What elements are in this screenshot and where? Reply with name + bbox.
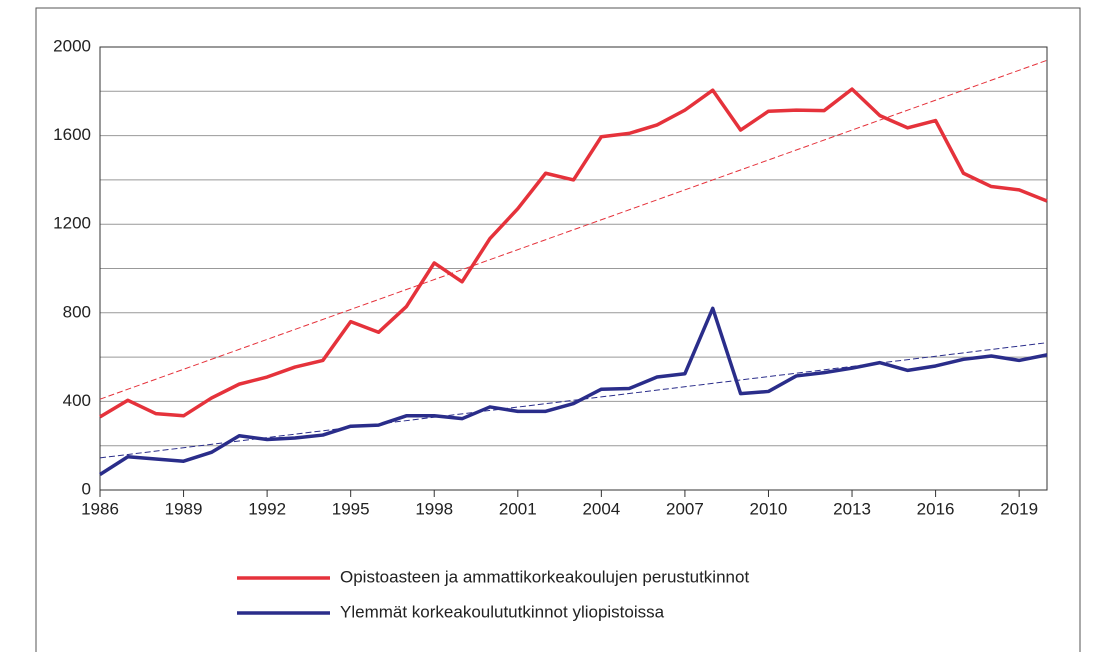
series-line <box>99 306 1048 476</box>
trend-line <box>99 59 1048 400</box>
plot-border <box>99 46 1048 491</box>
frame <box>35 7 1081 652</box>
x-tick-label: 2013 <box>833 499 871 518</box>
y-tick-label: 0 <box>82 479 91 498</box>
y-tick-label: 1200 <box>53 214 91 233</box>
y-tick-label: 400 <box>63 391 91 410</box>
x-tick-label: 2007 <box>666 499 704 518</box>
x-tick-label: 1992 <box>248 499 286 518</box>
x-tick-label: 2016 <box>917 499 955 518</box>
legend-label: Opistoasteen ja ammattikorkeakoulujen pe… <box>340 567 749 586</box>
y-tick-label: 800 <box>63 302 91 321</box>
x-tick-label: 2004 <box>582 499 620 518</box>
x-tick-label: 1986 <box>81 499 119 518</box>
x-tick-label: 1989 <box>165 499 203 518</box>
x-tick-label: 1998 <box>415 499 453 518</box>
series-line <box>99 87 1048 419</box>
x-tick-label: 2010 <box>750 499 788 518</box>
y-tick-label: 2000 <box>53 36 91 55</box>
x-tick-label: 2019 <box>1000 499 1038 518</box>
y-tick-label: 1600 <box>53 125 91 144</box>
x-tick-label: 2001 <box>499 499 537 518</box>
x-tick-label: 1995 <box>332 499 370 518</box>
legend-label: Ylemmät korkeakoulututkinnot yliopistois… <box>340 602 665 621</box>
trend-line <box>99 342 1048 459</box>
